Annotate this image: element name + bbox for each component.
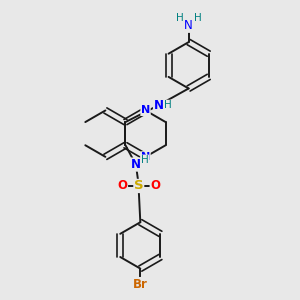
- Text: H: H: [164, 100, 172, 110]
- Text: N: N: [141, 152, 150, 162]
- Text: H: H: [141, 155, 149, 165]
- Text: N: N: [154, 99, 164, 112]
- Text: S: S: [134, 179, 144, 193]
- Text: O: O: [150, 179, 160, 193]
- Text: N: N: [141, 106, 150, 116]
- Text: N: N: [131, 158, 141, 171]
- Text: Br: Br: [133, 278, 148, 290]
- Text: H: H: [176, 13, 184, 23]
- Text: N: N: [184, 19, 193, 32]
- Text: O: O: [118, 179, 128, 193]
- Text: H: H: [194, 13, 201, 23]
